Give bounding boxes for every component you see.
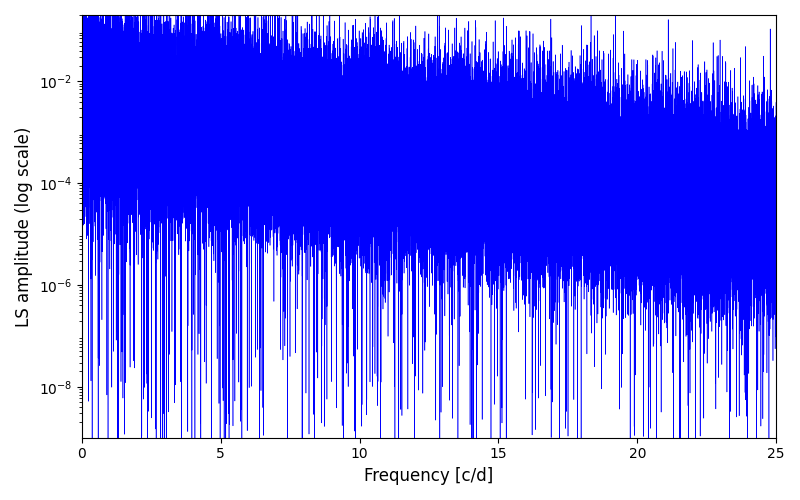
X-axis label: Frequency [c/d]: Frequency [c/d] bbox=[364, 467, 494, 485]
Y-axis label: LS amplitude (log scale): LS amplitude (log scale) bbox=[15, 126, 33, 326]
